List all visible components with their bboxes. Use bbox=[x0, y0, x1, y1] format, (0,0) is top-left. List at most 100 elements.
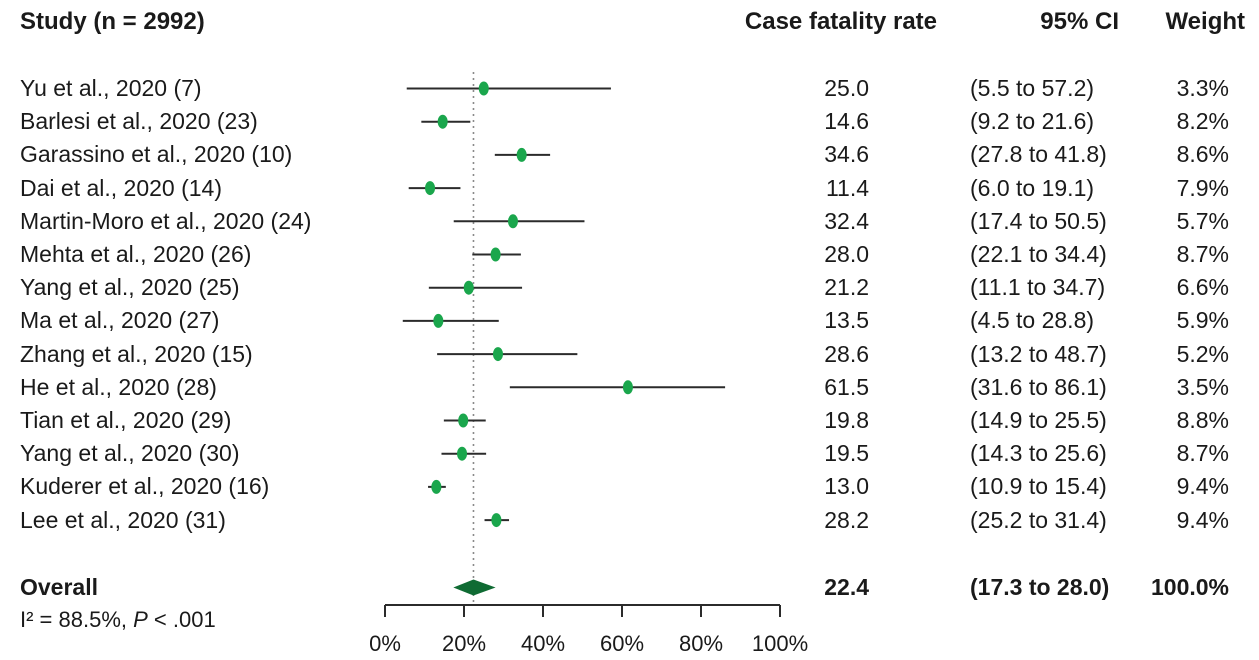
case-fatality-rate: 14.6 bbox=[824, 108, 869, 135]
point-marker bbox=[622, 380, 633, 395]
study-label: Tian et al., 2020 (29) bbox=[20, 407, 232, 433]
table-row: Dai et al., 2020 (14) 11.4 (6.0 to 19.1) 7.… bbox=[0, 172, 1259, 205]
study-label: Kuderer et al., 2020 (16) bbox=[20, 473, 270, 500]
weight-value: 5.2% bbox=[1176, 340, 1229, 367]
study-label: Ma et al., 2020 (27) bbox=[20, 307, 220, 334]
case-fatality-rate: 34.6 bbox=[824, 141, 869, 168]
study-label: Garassino et al., 2020 (10) bbox=[20, 141, 293, 168]
point-marker bbox=[463, 280, 474, 295]
weight-value: 8.2% bbox=[1176, 108, 1229, 135]
ci-range: (22.1 to 34.4) bbox=[970, 241, 1107, 267]
case-fatality-rate: 28.2 bbox=[824, 506, 869, 533]
table-row: Yang et al., 2020 (25) 21.2 (11.1 to 34.7)… bbox=[0, 271, 1259, 304]
overall-label: Overall bbox=[20, 574, 98, 600]
point-marker bbox=[478, 81, 489, 96]
header-case-fatality-rate: Case fatality rate bbox=[744, 8, 937, 35]
heterogeneity-stats: I² = 88.5%, P < .001 bbox=[20, 607, 216, 633]
table-row: Kuderer et al., 2020 (16) 13.0 (10.9 to 15… bbox=[0, 470, 1259, 503]
p-value-text: < .001 bbox=[147, 607, 216, 632]
table-row: Ma et al., 2020 (27) 13.5 (4.5 to 28.8) 5.9… bbox=[0, 304, 1259, 337]
i-squared-text: I² = 88.5%, bbox=[20, 607, 134, 632]
table-row: Garassino et al., 2020 (10) 34.6 (27.8 to … bbox=[0, 138, 1259, 171]
weight-value: 3.5% bbox=[1176, 373, 1229, 400]
weight-value: 8.6% bbox=[1176, 141, 1229, 168]
point-marker bbox=[437, 114, 448, 129]
table-row: Tian et al., 2020 (29) 19.8 (14.9 to 25.5)… bbox=[0, 404, 1259, 437]
case-fatality-rate: 13.0 bbox=[824, 473, 869, 500]
case-fatality-rate: 61.5 bbox=[824, 373, 869, 400]
weight-value: 9.4% bbox=[1176, 506, 1229, 533]
ci-range: (27.8 to 41.8) bbox=[970, 141, 1107, 168]
point-marker bbox=[457, 446, 468, 461]
table-row: Yang et al., 2020 (30) 19.5 (14.3 to 25.6)… bbox=[0, 437, 1259, 470]
ci-range: (17.4 to 50.5) bbox=[970, 207, 1107, 234]
x-tick-label: 40% bbox=[521, 631, 565, 656]
ci-range: (6.0 to 19.1) bbox=[970, 174, 1095, 201]
ci-range: (31.6 to 86.1) bbox=[970, 373, 1107, 400]
ci-range: (10.9 to 15.4) bbox=[970, 473, 1107, 500]
table-row: Mehta et al., 2020 (26) 28.0 (22.1 to 34.4… bbox=[0, 238, 1259, 271]
x-tick-label: 80% bbox=[679, 631, 723, 656]
point-marker bbox=[491, 513, 502, 528]
study-label: Yang et al., 2020 (25) bbox=[20, 274, 240, 301]
study-label: Zhang et al., 2020 (15) bbox=[20, 340, 253, 367]
case-fatality-rate: 11.4 bbox=[825, 174, 869, 201]
ci-range: (25.2 to 31.4) bbox=[970, 506, 1107, 533]
case-fatality-rate: 25.0 bbox=[824, 75, 869, 101]
x-tick-label: 20% bbox=[442, 631, 486, 656]
point-marker bbox=[433, 313, 444, 328]
ci-range: (13.2 to 48.7) bbox=[970, 340, 1107, 367]
ci-range: (14.9 to 25.5) bbox=[970, 407, 1107, 433]
weight-value: 7.9% bbox=[1176, 174, 1229, 201]
p-letter: P bbox=[133, 607, 148, 632]
case-fatality-rate: 19.8 bbox=[824, 407, 869, 433]
study-label: Mehta et al., 2020 (26) bbox=[20, 241, 252, 267]
x-tick-label: 60% bbox=[600, 631, 644, 656]
weight-value: 6.6% bbox=[1176, 274, 1229, 301]
header-weight: Weight bbox=[1165, 8, 1245, 35]
point-marker bbox=[507, 214, 518, 229]
weight-value: 8.7% bbox=[1176, 241, 1229, 267]
ci-range: (5.5 to 57.2) bbox=[970, 75, 1095, 101]
case-fatality-rate: 32.4 bbox=[824, 207, 869, 234]
study-label: Dai et al., 2020 (14) bbox=[20, 174, 223, 201]
point-marker bbox=[431, 479, 442, 494]
point-marker bbox=[490, 247, 501, 262]
weight-value: 8.7% bbox=[1176, 440, 1229, 467]
table-row: Barlesi et al., 2020 (23) 14.6 (9.2 to 21.… bbox=[0, 105, 1259, 138]
point-marker bbox=[458, 413, 469, 428]
point-marker bbox=[516, 147, 527, 162]
table-row: Zhang et al., 2020 (15) 28.6 (13.2 to 48.7… bbox=[0, 338, 1259, 371]
point-marker bbox=[425, 181, 436, 196]
study-label: Martin-Moro et al., 2020 (24) bbox=[20, 207, 312, 234]
table-row: Lee et al., 2020 (31) 28.2 (25.2 to 31.4) 9… bbox=[0, 504, 1259, 537]
study-label: Lee et al., 2020 (31) bbox=[20, 506, 226, 533]
ci-range: (11.1 to 34.7) bbox=[970, 274, 1106, 301]
x-tick-label: 0% bbox=[369, 631, 401, 656]
ci-range: (9.2 to 21.6) bbox=[970, 108, 1095, 135]
overall-ci: (17.3 to 28.0) bbox=[970, 574, 1110, 600]
weight-value: 9.4% bbox=[1176, 473, 1229, 500]
study-label: Barlesi et al., 2020 (23) bbox=[20, 108, 258, 135]
study-label: He et al., 2020 (28) bbox=[20, 373, 217, 400]
overall-weight: 100.0% bbox=[1150, 574, 1229, 600]
overall-diamond bbox=[453, 579, 496, 596]
header-study: Study (n = 2992) bbox=[20, 8, 205, 35]
ci-range: (4.5 to 28.8) bbox=[970, 307, 1095, 334]
case-fatality-rate: 28.0 bbox=[824, 241, 869, 267]
weight-value: 8.8% bbox=[1176, 407, 1229, 433]
point-marker bbox=[492, 347, 503, 362]
case-fatality-rate: 13.5 bbox=[824, 307, 869, 334]
header-95-ci: 95% CI bbox=[1040, 8, 1119, 35]
case-fatality-rate: 21.2 bbox=[824, 274, 869, 301]
ci-range: (14.3 to 25.6) bbox=[970, 440, 1107, 467]
table-row: Yu et al., 2020 (7) 25.0 (5.5 to 57.2) 3.3% bbox=[0, 72, 1259, 105]
case-fatality-rate: 19.5 bbox=[824, 440, 869, 467]
overall-row: Overall 22.4 (17.3 to 28.0) 100.0% bbox=[0, 571, 1259, 604]
table-row: He et al., 2020 (28) 61.5 (31.6 to 86.1) 3.… bbox=[0, 371, 1259, 404]
x-tick-label: 100% bbox=[752, 631, 808, 656]
weight-value: 5.9% bbox=[1176, 307, 1229, 334]
table-row: Martin-Moro et al., 2020 (24) 32.4 (17.4 t… bbox=[0, 205, 1259, 238]
overall-rate: 22.4 bbox=[824, 574, 869, 600]
